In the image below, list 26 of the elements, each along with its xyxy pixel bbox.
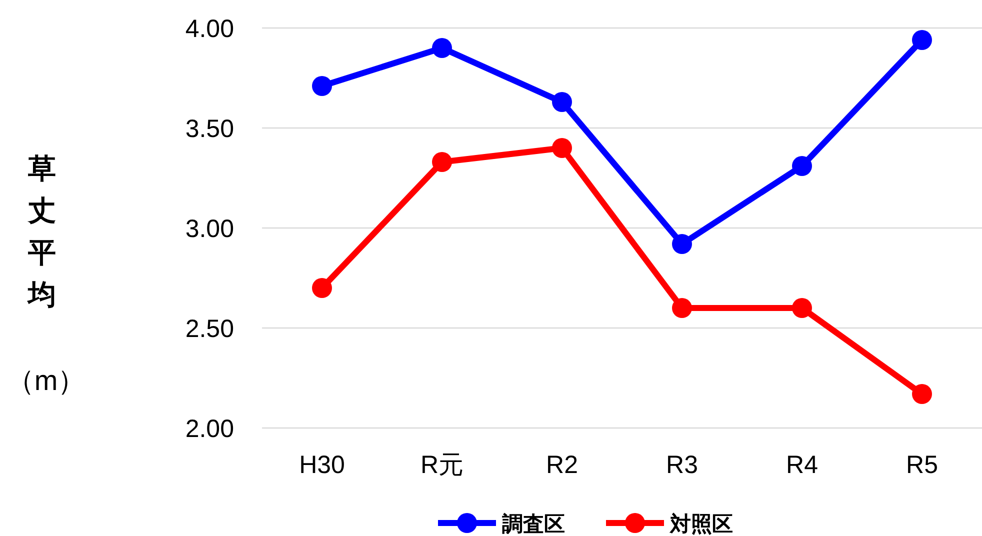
y-tick-label: 3.50: [185, 115, 234, 143]
y-tick-label: 3.00: [185, 215, 234, 243]
y-tick-label: 4.00: [185, 15, 234, 43]
point: [432, 38, 452, 58]
point: [432, 152, 452, 172]
x-tick-label: R2: [546, 451, 578, 479]
point: [312, 278, 332, 298]
point: [672, 234, 692, 254]
y-tick-label: 2.00: [185, 415, 234, 443]
point: [912, 30, 932, 50]
x-tick-label: R元: [420, 451, 464, 479]
text: 草丈平均（m）: [6, 153, 86, 396]
point: [792, 156, 812, 176]
x-tick-label: R5: [906, 451, 938, 479]
legend-label: 対照区: [669, 512, 733, 536]
point: [312, 76, 332, 96]
point: [552, 92, 572, 112]
point: [672, 298, 692, 318]
point: [912, 384, 932, 404]
point: [552, 138, 572, 158]
y-tick-label: 2.50: [185, 315, 234, 343]
point: [792, 298, 812, 318]
x-tick-label: R3: [666, 451, 698, 479]
legend-label: 調査区: [502, 512, 565, 536]
x-tick-label: H30: [299, 451, 345, 479]
x-tick-label: R4: [786, 451, 818, 479]
